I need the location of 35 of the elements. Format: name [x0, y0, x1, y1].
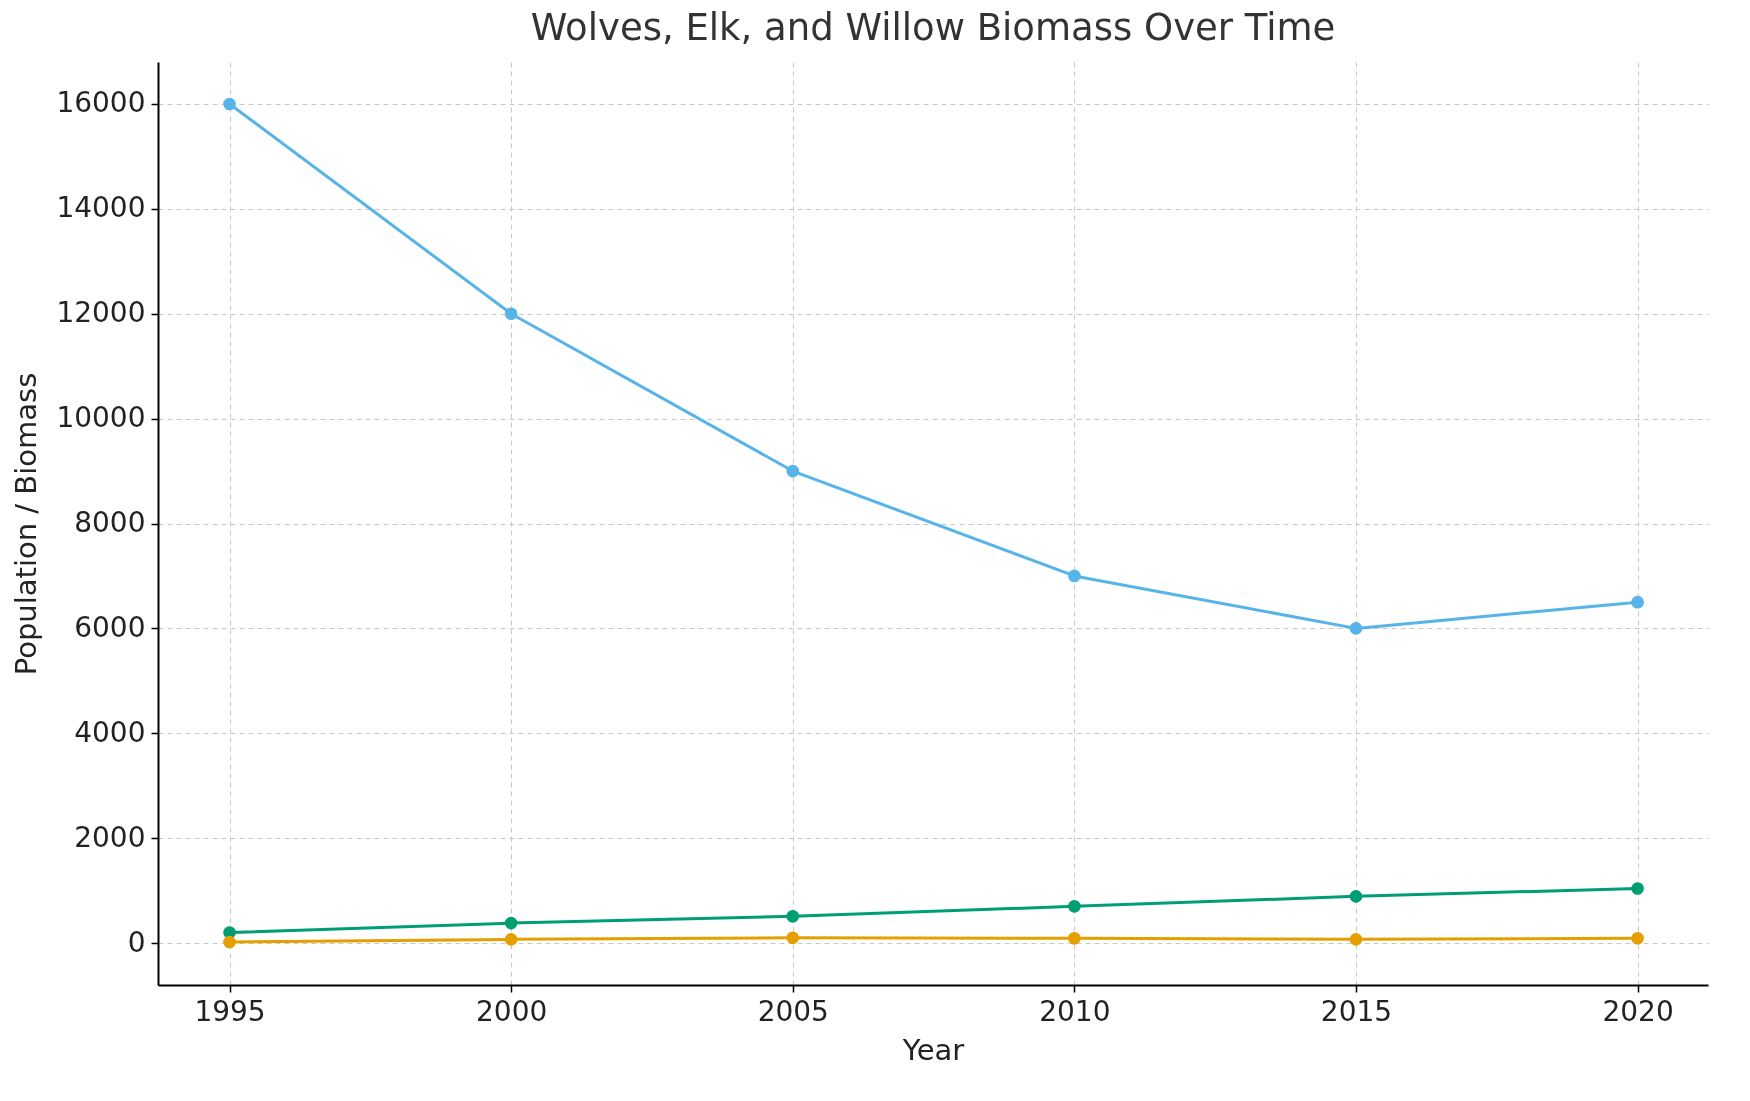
point [504, 916, 518, 930]
y-tick-label: 6000 [74, 610, 146, 644]
y-tick-label: 14000 [56, 191, 146, 225]
y-tick-label: 12000 [56, 296, 146, 330]
x-tick-label: 2015 [1320, 994, 1393, 1028]
y-tick-label: 4000 [74, 715, 146, 749]
x-tick-label: 2005 [757, 994, 829, 1028]
point [786, 931, 800, 945]
x-tick-label: 2010 [1039, 994, 1111, 1028]
point [1068, 932, 1081, 945]
point [1068, 900, 1081, 913]
point [223, 97, 236, 111]
x-tick-label: 2000 [476, 994, 548, 1028]
y-axis-title: Population / Biomass [9, 372, 44, 676]
point [1631, 882, 1644, 895]
point [223, 935, 236, 949]
y-tick-label: 16000 [56, 86, 146, 120]
point [1349, 890, 1363, 903]
point [504, 933, 518, 946]
y-tick-label: 2000 [74, 820, 146, 854]
x-tick-label: 2020 [1602, 994, 1674, 1028]
chart-title: Wolves, Elk, and Willow Biomass Over Time [530, 6, 1336, 49]
point [786, 909, 800, 923]
point [786, 464, 800, 478]
x-tick-label: 1995 [194, 994, 266, 1028]
point [504, 307, 518, 321]
point [1068, 569, 1081, 583]
point [1349, 622, 1363, 635]
y-tick-label: 0 [127, 925, 146, 959]
point [1631, 932, 1644, 945]
y-tick-label: 8000 [74, 506, 146, 539]
point [1631, 595, 1644, 609]
x-axis-title: Year [901, 1032, 965, 1067]
point [1349, 933, 1363, 946]
y-tick-label: 10000 [56, 401, 146, 435]
